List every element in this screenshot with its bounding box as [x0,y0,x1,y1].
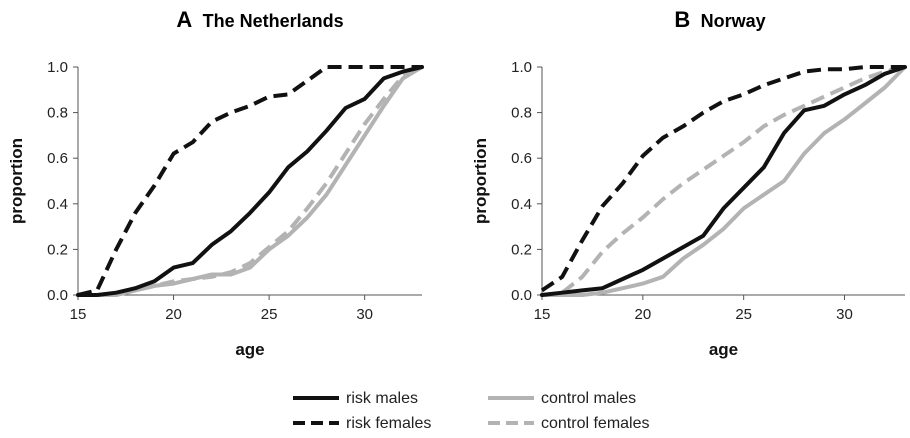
series-line-control-females [541,65,906,297]
series-line-risk-males [540,65,907,297]
x-axis-label: age [709,340,738,359]
series-line-risk-females [540,65,905,293]
y-tick-label: 0.0 [47,287,68,304]
y-tick-label: 1.0 [511,59,532,76]
panel-a-netherlands: A The Netherlands 0.0 0.2 0.4 0.6 0.8 1.0 15 20… [7,7,424,359]
y-axis-label: proportion [471,138,490,224]
panel-b-title: B Norway [674,7,765,32]
x-tick-label: 25 [735,306,752,323]
y-tick-label: 0.4 [511,196,532,213]
legend-label: risk males [346,390,418,407]
y-tick-label: 0.2 [47,241,68,258]
series-line-control-males [76,65,424,297]
panel-a-title: A The Netherlands [176,7,343,32]
y-tick-label: 0.2 [511,241,532,258]
series-line-control-males [540,65,907,297]
y-tick-label: 0.8 [47,105,68,122]
legend-label: control females [541,415,650,432]
y-tick-label: 0.6 [47,150,68,167]
panel-a-title-text: The Netherlands [203,11,344,31]
y-tick-label: 1.0 [47,59,68,76]
panel-b-title-text: Norway [701,11,766,31]
x-axis-label: age [235,340,264,359]
panel-b-norway: B Norway 0.0 0.2 0.4 0.6 0.8 1.0 15 20 25 30 age pr… [471,7,907,359]
x-tick-label: 15 [534,306,551,323]
x-tick-label: 30 [836,306,853,323]
panel-b-letter: B [674,7,690,32]
x-tick-label: 30 [356,306,373,323]
series-line-risk-females [77,65,422,297]
panel-a-letter: A [176,7,192,32]
y-axis-label: proportion [7,138,26,224]
x-tick-label: 25 [261,306,278,323]
series-line-risk-males [76,65,424,297]
y-tick-label: 0.4 [47,196,68,213]
y-tick-label: 0.8 [511,105,532,122]
x-tick-label: 20 [634,306,651,323]
legend-label: control males [541,390,636,407]
y-tick-label: 0.0 [511,287,532,304]
legend: risk males control males risk females contr… [293,390,650,432]
x-tick-label: 15 [70,306,87,323]
y-tick-label: 0.6 [511,150,532,167]
legend-label: risk females [346,415,431,432]
series-line-control-females [78,65,423,297]
x-tick-label: 20 [165,306,182,323]
